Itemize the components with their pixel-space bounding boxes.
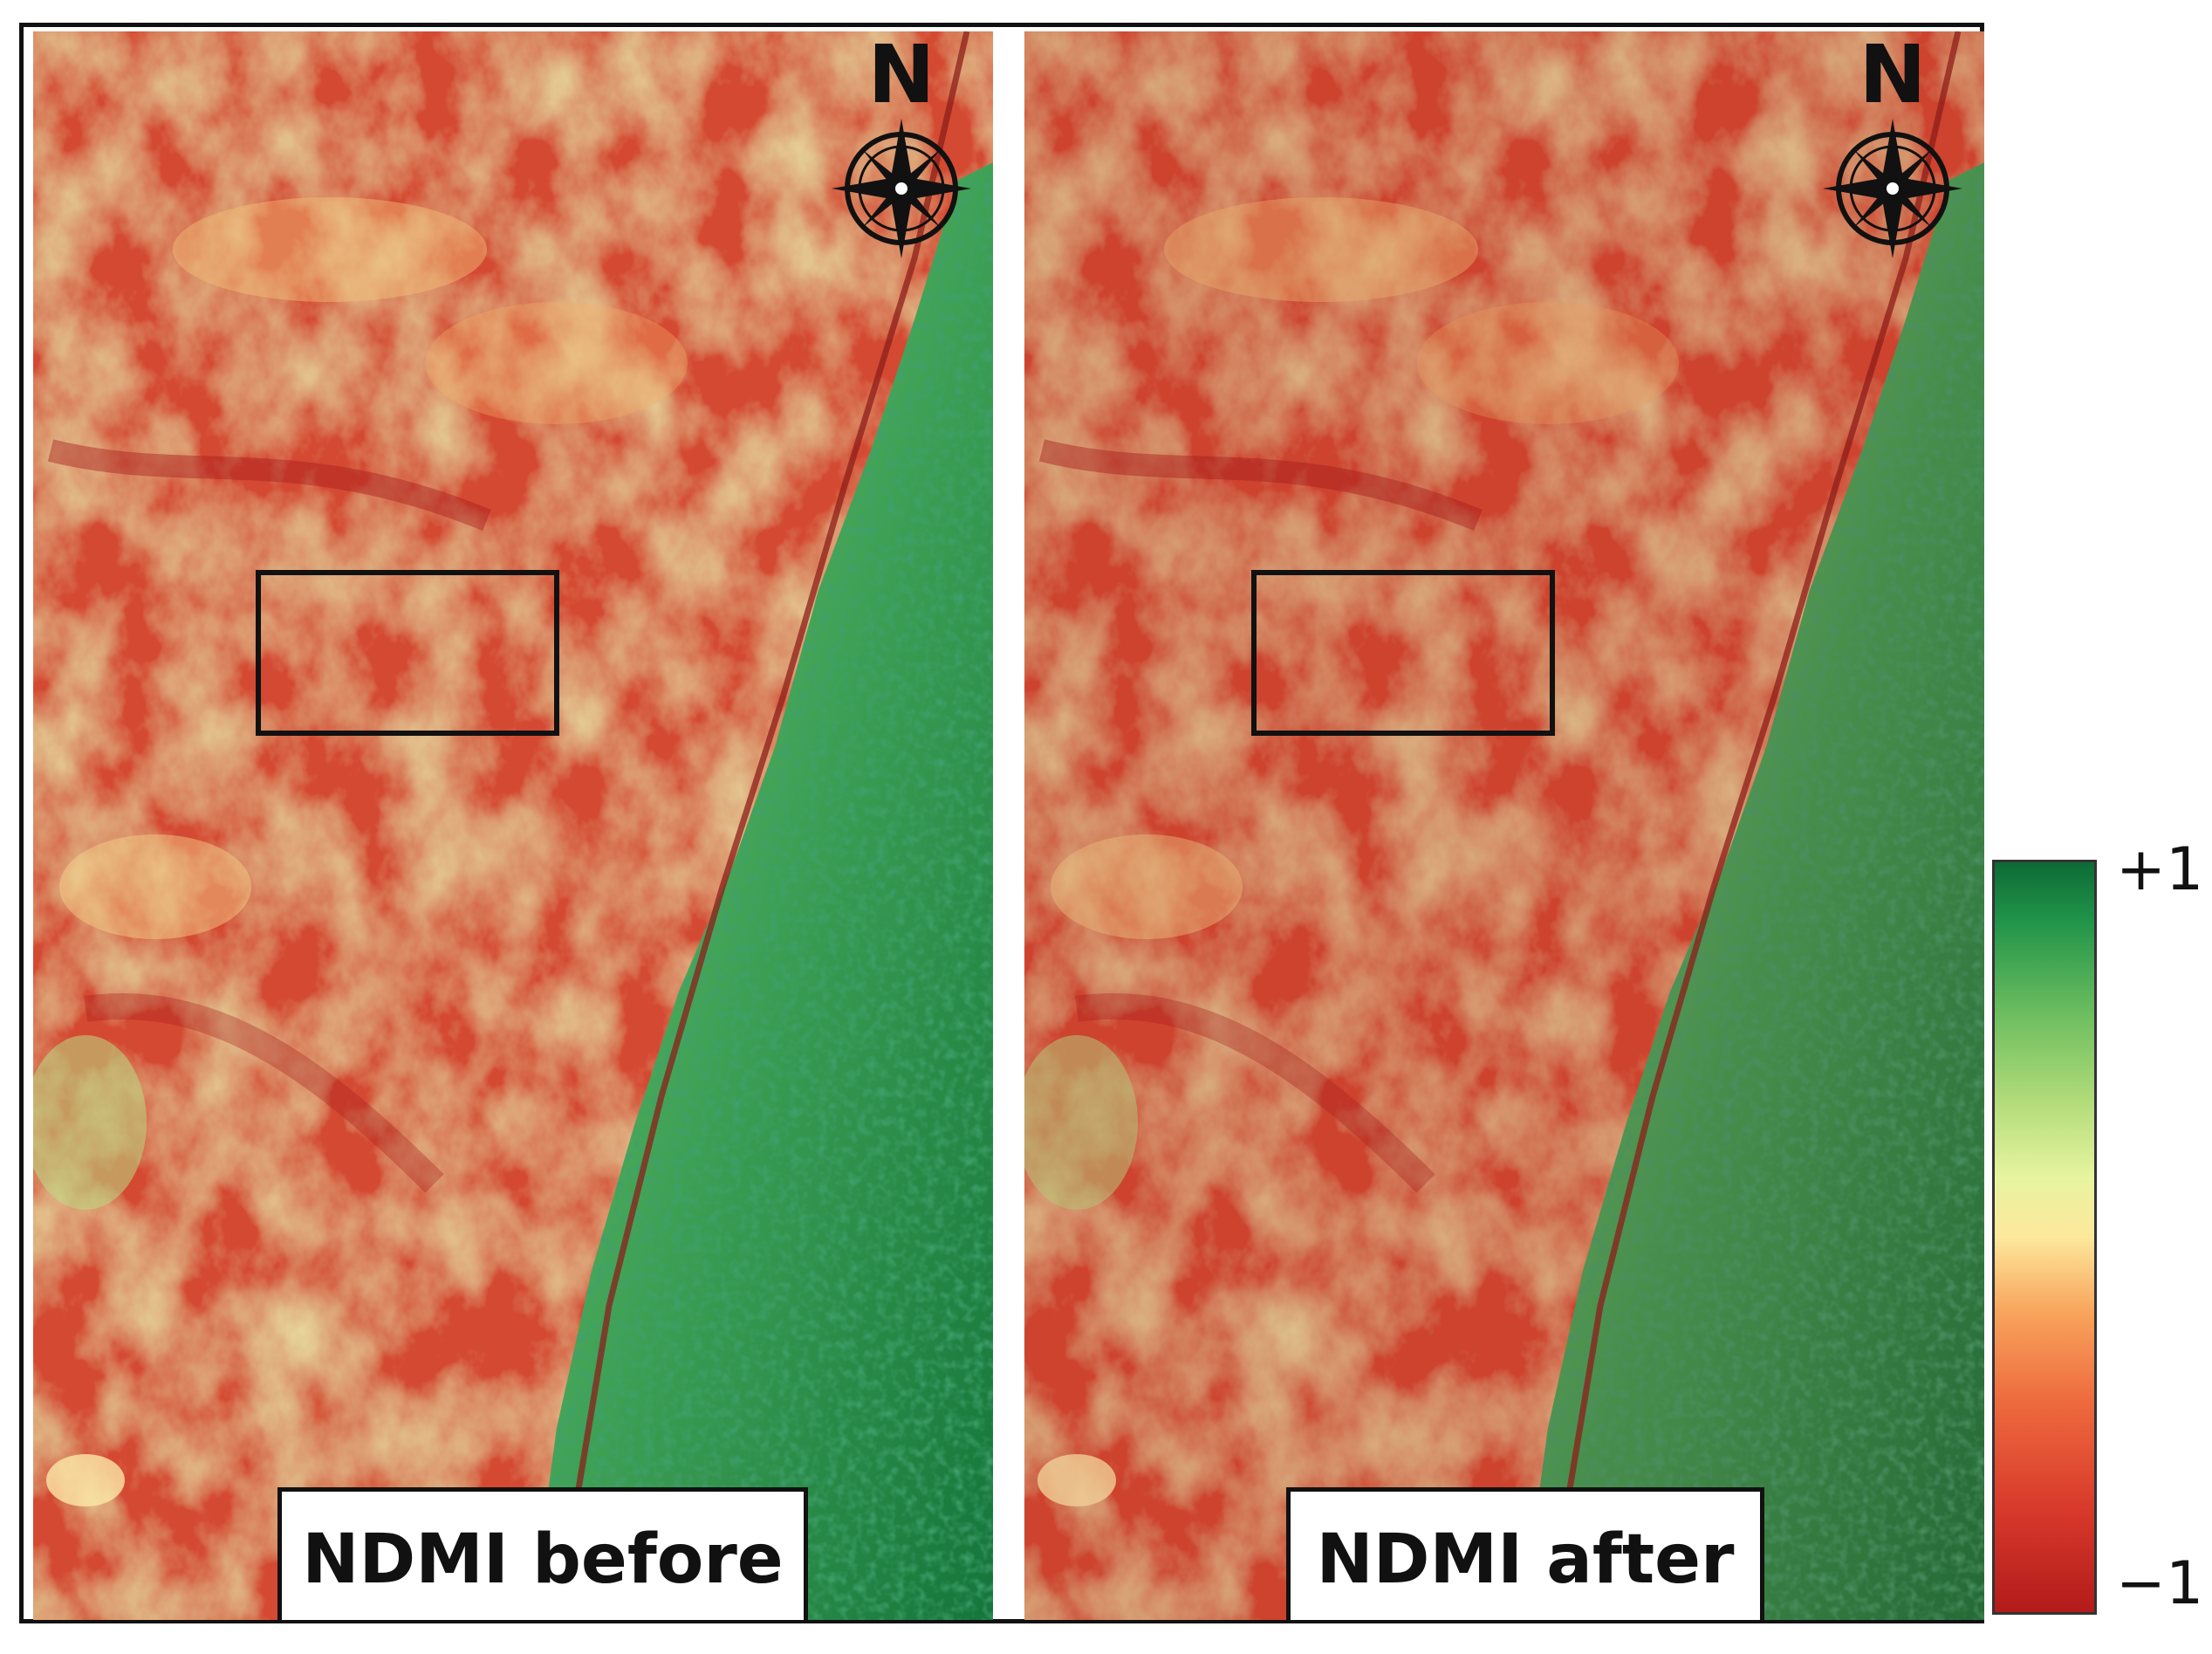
north-arrow: N xyxy=(823,31,980,267)
north-arrow: N xyxy=(1814,31,1971,267)
north-label: N xyxy=(1859,31,1927,121)
ndmi-map-before xyxy=(33,31,993,1620)
ndmi-colorbar xyxy=(1992,860,2097,1615)
map-panel-before: N NDMI before xyxy=(33,31,993,1620)
region-of-interest-box xyxy=(256,570,559,736)
compass-rose-icon xyxy=(1823,119,1962,258)
compass-rose-icon xyxy=(832,119,971,258)
panel-label-before: NDMI before xyxy=(277,1487,808,1620)
ndmi-map-after xyxy=(1024,31,1984,1620)
colorbar-min-label: −1 xyxy=(2116,1549,2204,1618)
colorbar-max-label: +1 xyxy=(2116,835,2204,904)
panel-label-after: NDMI after xyxy=(1286,1487,1764,1620)
map-panel-after: N NDMI after xyxy=(1024,31,1984,1620)
north-label: N xyxy=(867,31,935,121)
region-of-interest-box xyxy=(1251,570,1555,736)
